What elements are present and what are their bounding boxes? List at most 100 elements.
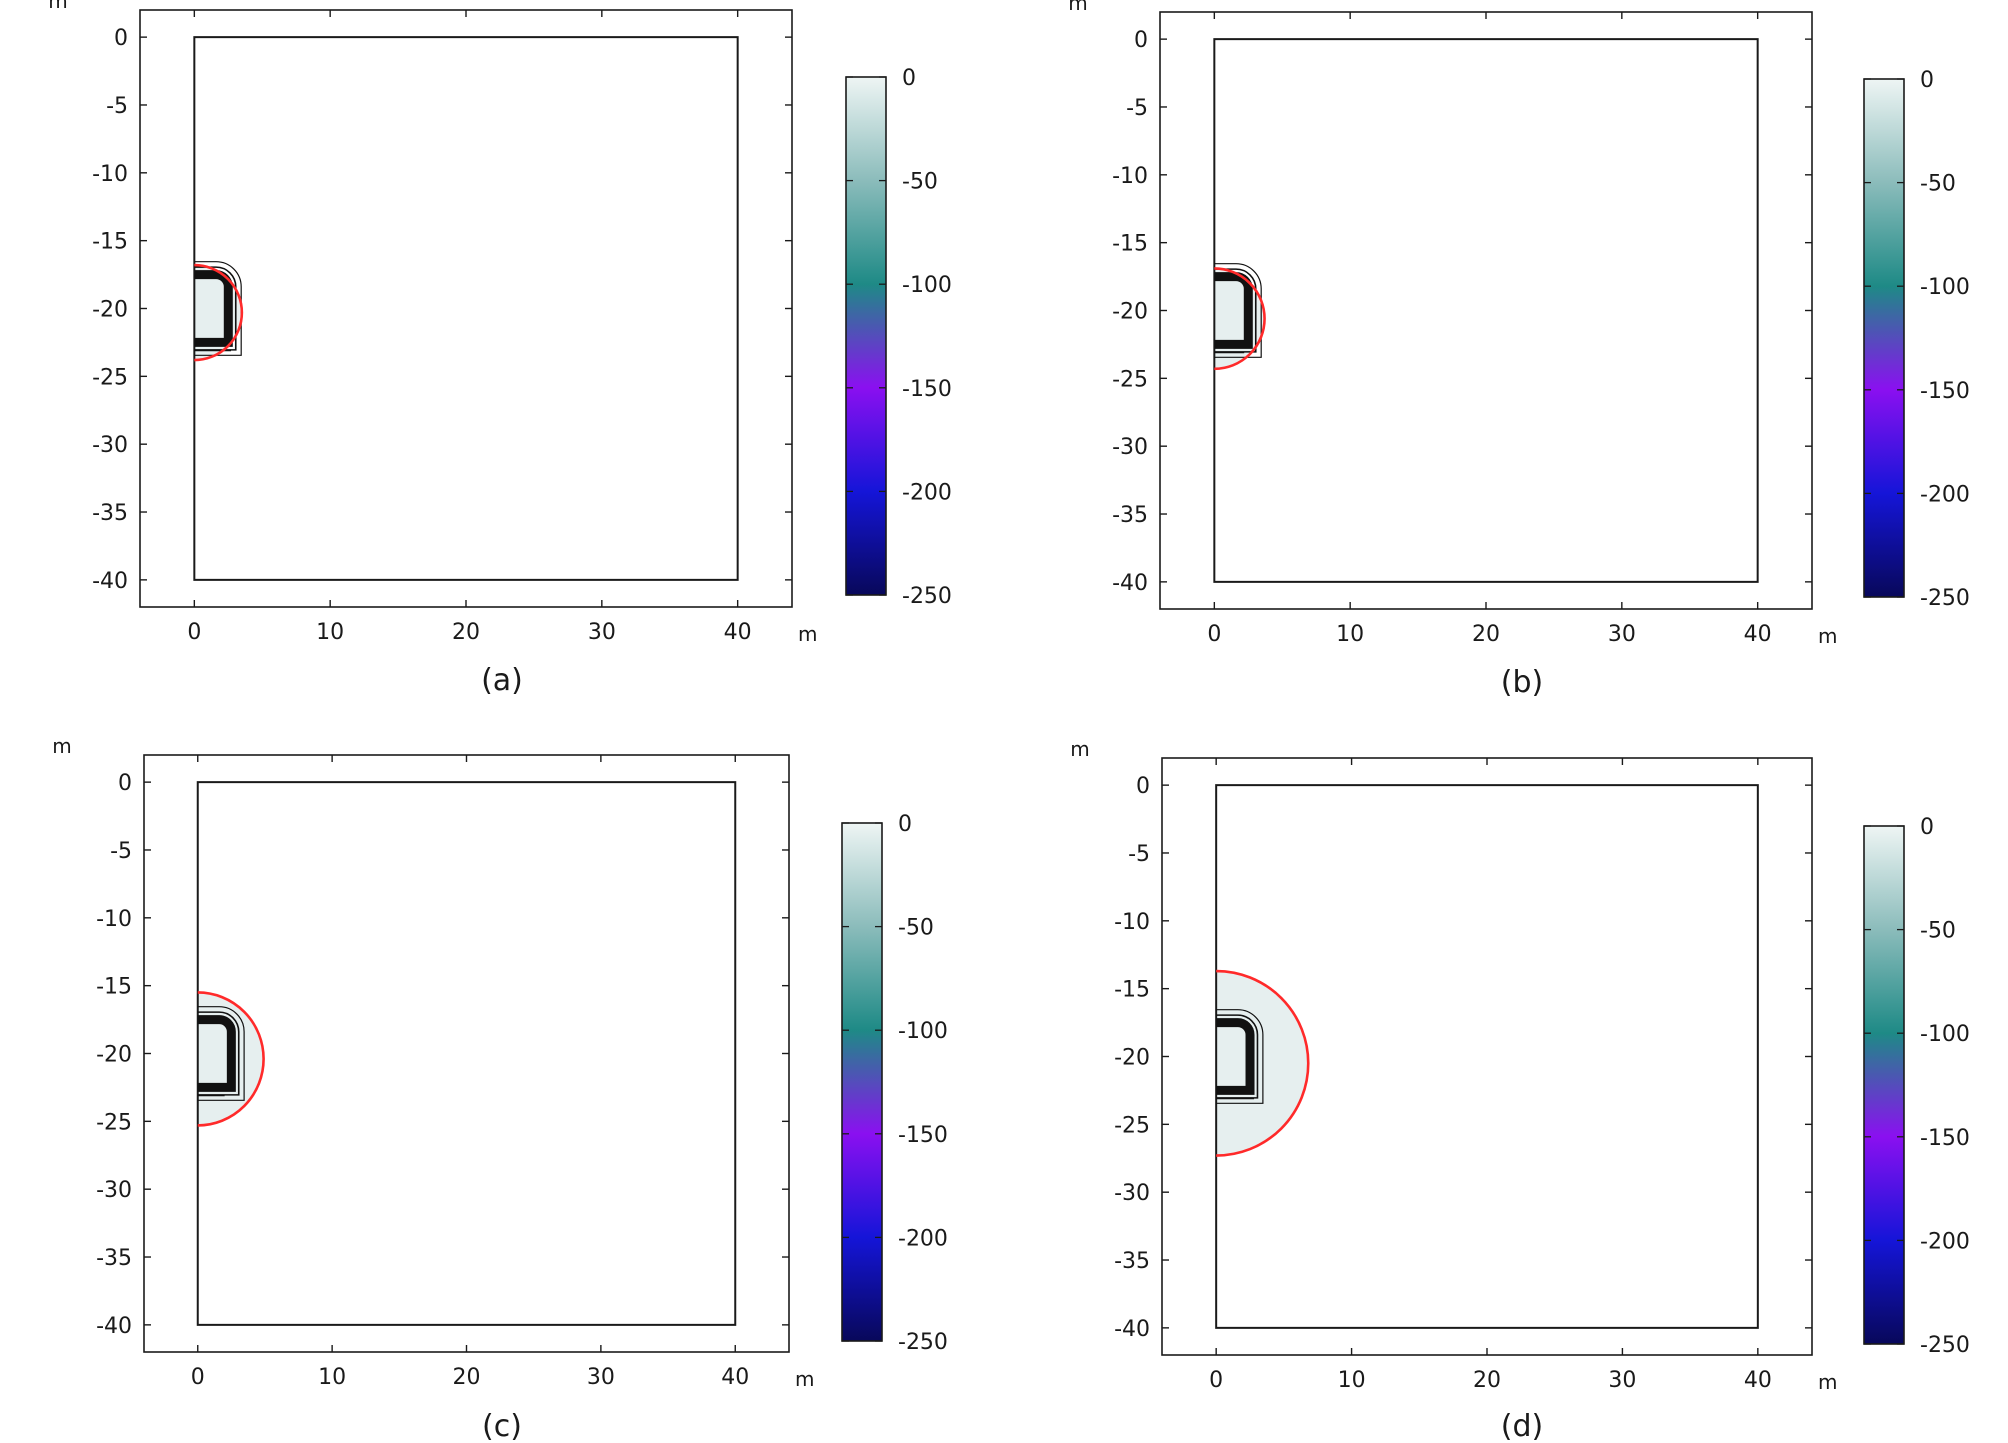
tunnel-lining xyxy=(1216,1018,1255,1095)
colorbar-tick-label: 0 xyxy=(1920,815,1934,840)
domain-boundary xyxy=(1213,38,1759,583)
x-tick-label: 10 xyxy=(318,1365,346,1390)
panel-caption: (d) xyxy=(1501,1409,1543,1443)
y-tick-label: -30 xyxy=(92,433,128,458)
colorbar xyxy=(1863,78,1905,598)
tunnel-lining xyxy=(1214,272,1253,349)
colorbar xyxy=(845,76,887,596)
colorbar-tick-label: -50 xyxy=(902,170,938,195)
y-tick-label: -20 xyxy=(1112,300,1148,325)
x-tick-label: 20 xyxy=(1472,622,1500,647)
frozen-zone-boundary xyxy=(1214,267,1266,371)
colorbar-tick-label: -150 xyxy=(1920,379,1970,404)
colorbar xyxy=(1863,825,1905,1345)
frozen-zone-boundary xyxy=(1216,969,1310,1157)
y-axis-label: m xyxy=(52,734,71,758)
tunnel-outer-line-2 xyxy=(197,1006,245,1101)
y-axis-label: m xyxy=(1070,737,1089,761)
colorbar-tick-label: 0 xyxy=(898,812,912,837)
y-tick-label: -5 xyxy=(1128,842,1150,867)
x-tick-label: 0 xyxy=(191,1365,205,1390)
x-tick-label: 40 xyxy=(1744,1368,1772,1393)
y-tick-label: 0 xyxy=(1136,774,1150,799)
colorbar-tick-label: -200 xyxy=(1920,1229,1970,1254)
colorbar-tick-label: -100 xyxy=(902,273,952,298)
y-tick-label: -40 xyxy=(1114,1317,1150,1342)
x-tick-label: 10 xyxy=(316,620,344,645)
x-tick-label: 40 xyxy=(1744,622,1772,647)
x-axis-label: m xyxy=(798,622,817,646)
frozen-zone-boundary xyxy=(194,263,244,362)
x-tick-label: 40 xyxy=(724,620,752,645)
colorbar-tick-label: -200 xyxy=(902,480,952,505)
colorbar-tick-label: 0 xyxy=(902,66,916,91)
y-tick-label: -15 xyxy=(1112,232,1148,257)
y-tick-label: -20 xyxy=(1114,1046,1150,1071)
colorbar-tick-label: -50 xyxy=(898,916,934,941)
x-tick-label: 30 xyxy=(588,620,616,645)
y-tick-label: -25 xyxy=(92,365,128,390)
frozen-zone-fill xyxy=(1216,971,1309,1156)
colorbar xyxy=(841,822,883,1342)
colorbar-tick-label: -250 xyxy=(902,584,952,609)
colorbar-tick-label: -150 xyxy=(898,1123,948,1148)
y-tick-label: -30 xyxy=(1112,435,1148,460)
x-tick-label: 30 xyxy=(1608,622,1636,647)
tunnel-lining xyxy=(194,270,233,347)
colorbar-tick-label: -50 xyxy=(1920,172,1956,197)
y-tick-label: -25 xyxy=(96,1110,132,1135)
y-tick-label: -30 xyxy=(96,1178,132,1203)
colorbar-tick-label: -50 xyxy=(1920,919,1956,944)
tunnel-lining xyxy=(197,1015,236,1092)
y-tick-label: 0 xyxy=(118,771,132,796)
x-axis-label: m xyxy=(1818,1370,1837,1394)
domain-boundary xyxy=(1215,784,1759,1329)
colorbar-tick-label: -250 xyxy=(1920,586,1970,611)
y-tick-label: -35 xyxy=(1114,1249,1150,1274)
y-tick-label: -40 xyxy=(92,569,128,594)
domain-boundary xyxy=(196,781,737,1326)
colorbar-tick-label: -150 xyxy=(902,377,952,402)
x-axis-label: m xyxy=(1818,624,1837,648)
colorbar-tick-label: -250 xyxy=(1920,1333,1970,1358)
panel-caption: (c) xyxy=(482,1409,522,1443)
y-tick-label: -5 xyxy=(110,839,132,864)
y-tick-label: -35 xyxy=(96,1246,132,1271)
y-tick-label: 0 xyxy=(114,26,128,51)
tunnel-outer-line-2 xyxy=(194,261,242,356)
colorbar-tick-label: -100 xyxy=(1920,1022,1970,1047)
y-tick-label: -20 xyxy=(92,298,128,323)
colorbar-tick-label: -200 xyxy=(898,1226,948,1251)
y-tick-label: 0 xyxy=(1134,28,1148,53)
x-tick-label: 30 xyxy=(1608,1368,1636,1393)
y-tick-label: -5 xyxy=(106,94,128,119)
y-tick-label: -30 xyxy=(1114,1181,1150,1206)
domain-boundary xyxy=(193,36,739,581)
y-tick-label: -40 xyxy=(1112,571,1148,596)
frozen-zone-fill xyxy=(1214,268,1265,369)
x-tick-label: 20 xyxy=(1473,1368,1501,1393)
x-tick-label: 0 xyxy=(1207,622,1221,647)
y-tick-label: -40 xyxy=(96,1314,132,1339)
y-tick-label: -10 xyxy=(1114,910,1150,935)
tunnel-outer-line xyxy=(1216,1014,1259,1099)
x-axis-label: m xyxy=(795,1367,814,1391)
y-tick-label: -25 xyxy=(1112,367,1148,392)
panel-b: 0 10 20 30 40 m 0 -5 -10 -15 -20 -25 -30 -35 -40 m 0 -50 -… xyxy=(1068,0,1970,700)
colorbar-tick-label: -100 xyxy=(898,1019,948,1044)
panel-a: 0 10 20 30 40 m 0 -5 -10 -15 -20 -25 -30 -35 -40 m 0 -50 -… xyxy=(48,0,952,698)
y-tick-label: -20 xyxy=(96,1043,132,1068)
x-tick-label: 10 xyxy=(1336,622,1364,647)
y-tick-label: -35 xyxy=(1112,503,1148,528)
y-tick-label: -15 xyxy=(1114,978,1150,1003)
panel-caption: (a) xyxy=(481,663,523,698)
colorbar-tick-label: -150 xyxy=(1920,1126,1970,1151)
x-tick-label: 10 xyxy=(1338,1368,1366,1393)
y-tick-label: -15 xyxy=(96,975,132,1000)
y-tick-label: -10 xyxy=(96,907,132,932)
y-axis-label: m xyxy=(48,0,67,13)
x-tick-label: 0 xyxy=(187,620,201,645)
tunnel-outer-line-2 xyxy=(1214,263,1262,358)
y-tick-label: -25 xyxy=(1114,1113,1150,1138)
x-tick-label: 30 xyxy=(587,1365,615,1390)
